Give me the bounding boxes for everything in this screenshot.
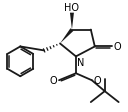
Polygon shape: [60, 29, 73, 44]
Text: N: N: [77, 58, 84, 68]
Text: HO: HO: [64, 3, 79, 13]
Polygon shape: [70, 14, 74, 30]
Text: O: O: [94, 75, 101, 85]
Text: O: O: [114, 42, 121, 52]
Text: O: O: [49, 75, 57, 85]
